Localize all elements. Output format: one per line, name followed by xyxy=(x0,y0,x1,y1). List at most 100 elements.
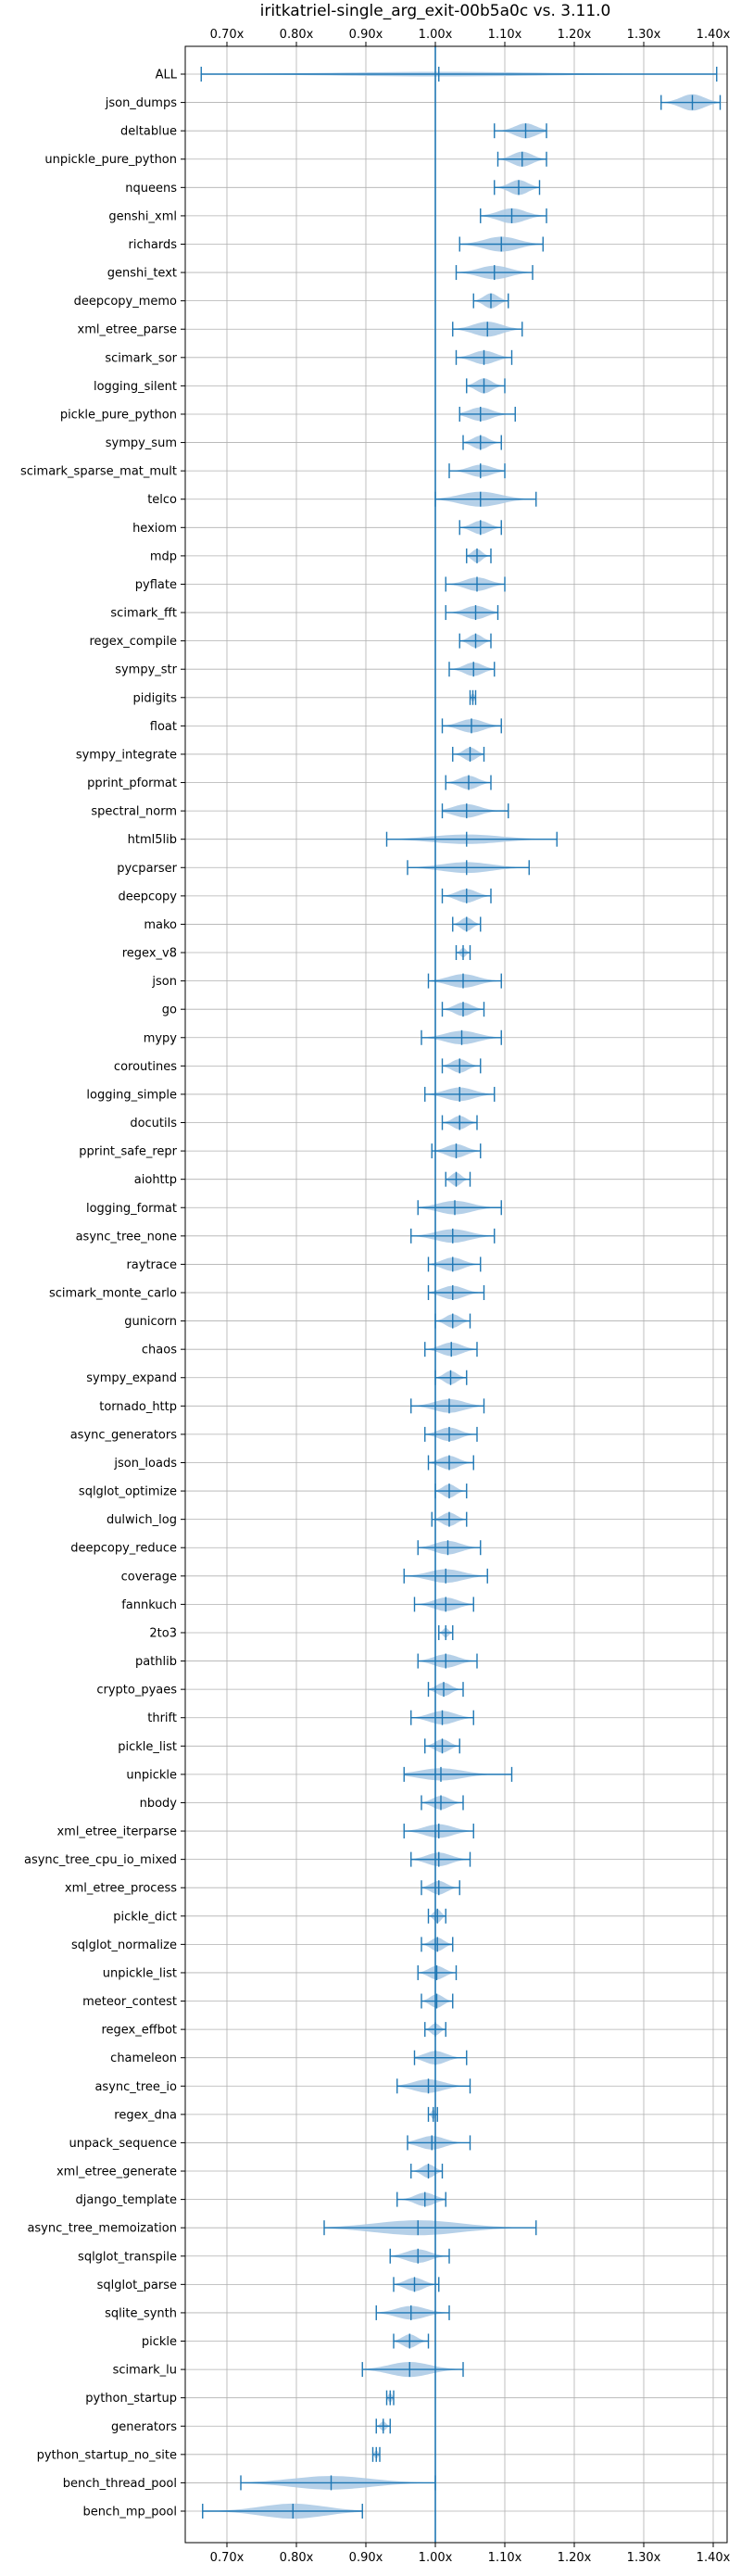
category-label: pprint_safe_repr xyxy=(79,1145,177,1159)
category-label: scimark_fft xyxy=(110,607,177,621)
category-label: pathlib xyxy=(135,1655,177,1669)
x-tick-label-bottom: 1.00x xyxy=(419,2551,453,2565)
category-label: unpickle_list xyxy=(103,1966,177,1980)
category-label: sqlite_synth xyxy=(105,2306,177,2320)
category-label: logging_silent xyxy=(94,380,177,394)
category-label: python_startup_no_site xyxy=(37,2448,177,2462)
category-label: go xyxy=(162,1004,177,1017)
category-label: unpickle xyxy=(126,1768,177,1782)
category-label: sqlglot_optimize xyxy=(79,1485,177,1499)
category-label: dulwich_log xyxy=(107,1513,177,1527)
category-label: hexiom xyxy=(132,522,177,536)
category-label: async_tree_none xyxy=(76,1230,177,1244)
category-label: spectral_norm xyxy=(91,805,177,819)
category-label: deepcopy_reduce xyxy=(70,1542,177,1556)
x-tick-label-bottom: 0.70x xyxy=(210,2551,245,2565)
category-label: deltablue xyxy=(120,125,177,139)
category-label: pprint_pformat xyxy=(87,777,177,790)
category-label: bench_thread_pool xyxy=(63,2477,177,2491)
category-label: json_loads xyxy=(113,1457,177,1471)
x-tick-label-top: 1.40x xyxy=(697,28,731,42)
category-label: docutils xyxy=(130,1117,177,1130)
category-label: 2to3 xyxy=(149,1626,177,1640)
violins xyxy=(200,67,722,2519)
x-tick-label-bottom: 0.90x xyxy=(349,2551,383,2565)
category-label: genshi_xml xyxy=(108,209,177,223)
x-tick-label-bottom: 0.80x xyxy=(280,2551,314,2565)
category-label: django_template xyxy=(76,2193,177,2207)
category-label: float xyxy=(150,720,177,734)
category-label: regex_compile xyxy=(89,635,177,649)
category-label: scimark_monte_carlo xyxy=(49,1287,177,1301)
category-label: sympy_str xyxy=(115,663,177,677)
category-label: telco xyxy=(147,493,177,507)
category-label: async_tree_cpu_io_mixed xyxy=(24,1853,177,1867)
category-label: unpickle_pure_python xyxy=(44,153,177,167)
category-label: sympy_integrate xyxy=(76,748,177,762)
category-label: async_generators xyxy=(70,1428,178,1442)
category-label: xml_etree_iterparse xyxy=(57,1825,177,1839)
category-label: sqlglot_parse xyxy=(97,2279,177,2292)
category-label: meteor_contest xyxy=(82,1995,177,2009)
category-label: sqlglot_normalize xyxy=(71,1938,177,1952)
category-label: chaos xyxy=(142,1344,177,1357)
category-label: ALL xyxy=(156,69,178,82)
category-label: sympy_sum xyxy=(106,436,177,450)
category-labels: ALL json_dumps deltablue unpickle_pure_pyth… xyxy=(20,69,185,2519)
category-label: thrift xyxy=(147,1711,177,1725)
category-label: deepcopy xyxy=(118,890,177,903)
x-tick-label-top: 1.30x xyxy=(627,28,661,42)
category-label: deepcopy_memo xyxy=(74,295,177,309)
category-label: scimark_lu xyxy=(113,2364,177,2378)
category-label: tornado_http xyxy=(99,1400,177,1414)
category-label: regex_v8 xyxy=(122,947,177,961)
category-label: xml_etree_process xyxy=(65,1882,177,1896)
category-label: xml_etree_parse xyxy=(78,323,177,337)
category-label: pickle xyxy=(142,2335,177,2349)
x-tick-label-bottom: 1.20x xyxy=(558,2551,592,2565)
category-label: pickle_list xyxy=(118,1740,177,1754)
category-label: sqlglot_transpile xyxy=(78,2250,177,2264)
x-tick-label-bottom: 1.10x xyxy=(488,2551,522,2565)
category-label: async_tree_memoization xyxy=(27,2222,177,2236)
category-label: nqueens xyxy=(125,182,177,196)
x-tick-label-top: 1.00x xyxy=(419,28,453,42)
x-tick-label-top: 0.70x xyxy=(210,28,245,42)
x-tick-label-top: 0.80x xyxy=(280,28,314,42)
category-label: genshi_text xyxy=(107,267,177,281)
category-label: coroutines xyxy=(114,1060,177,1074)
category-label: generators xyxy=(111,2420,177,2434)
category-label: aiohttp xyxy=(134,1173,177,1187)
category-label: sympy_expand xyxy=(86,1371,177,1385)
x-tick-label-bottom: 1.40x xyxy=(697,2551,731,2565)
category-label: html5lib xyxy=(128,833,177,847)
category-label: json xyxy=(151,975,177,989)
x-tick-label-top: 1.20x xyxy=(558,28,592,42)
category-label: richards xyxy=(129,238,178,252)
category-label: unpack_sequence xyxy=(69,2137,177,2151)
category-label: chameleon xyxy=(110,2052,177,2065)
category-label: async_tree_io xyxy=(94,2080,177,2094)
category-label: xml_etree_generate xyxy=(57,2166,177,2179)
category-label: logging_simple xyxy=(86,1088,177,1102)
category-label: crypto_pyaes xyxy=(96,1684,177,1698)
category-label: mako xyxy=(144,918,177,932)
category-label: python_startup xyxy=(85,2392,177,2406)
grid-lines xyxy=(185,46,727,2543)
category-label: scimark_sor xyxy=(105,351,177,365)
x-tick-label-top: 1.10x xyxy=(488,28,522,42)
category-label: bench_mp_pool xyxy=(82,2506,177,2519)
category-label: pickle_dict xyxy=(113,1910,177,1924)
chart-title: iritkatriel-single_arg_exit-00b5a0c vs. … xyxy=(260,2,611,20)
category-label: mypy xyxy=(144,1031,178,1045)
x-tick-label-bottom: 1.30x xyxy=(627,2551,661,2565)
category-label: mdp xyxy=(150,549,177,563)
category-label: regex_effbot xyxy=(101,2024,177,2038)
category-label: scimark_sparse_mat_mult xyxy=(20,465,177,479)
category-label: logging_format xyxy=(86,1202,177,1216)
category-label: coverage xyxy=(121,1570,177,1584)
category-label: regex_dna xyxy=(114,2108,177,2122)
plot-frame xyxy=(184,45,728,2544)
category-label: pidigits xyxy=(133,691,178,705)
